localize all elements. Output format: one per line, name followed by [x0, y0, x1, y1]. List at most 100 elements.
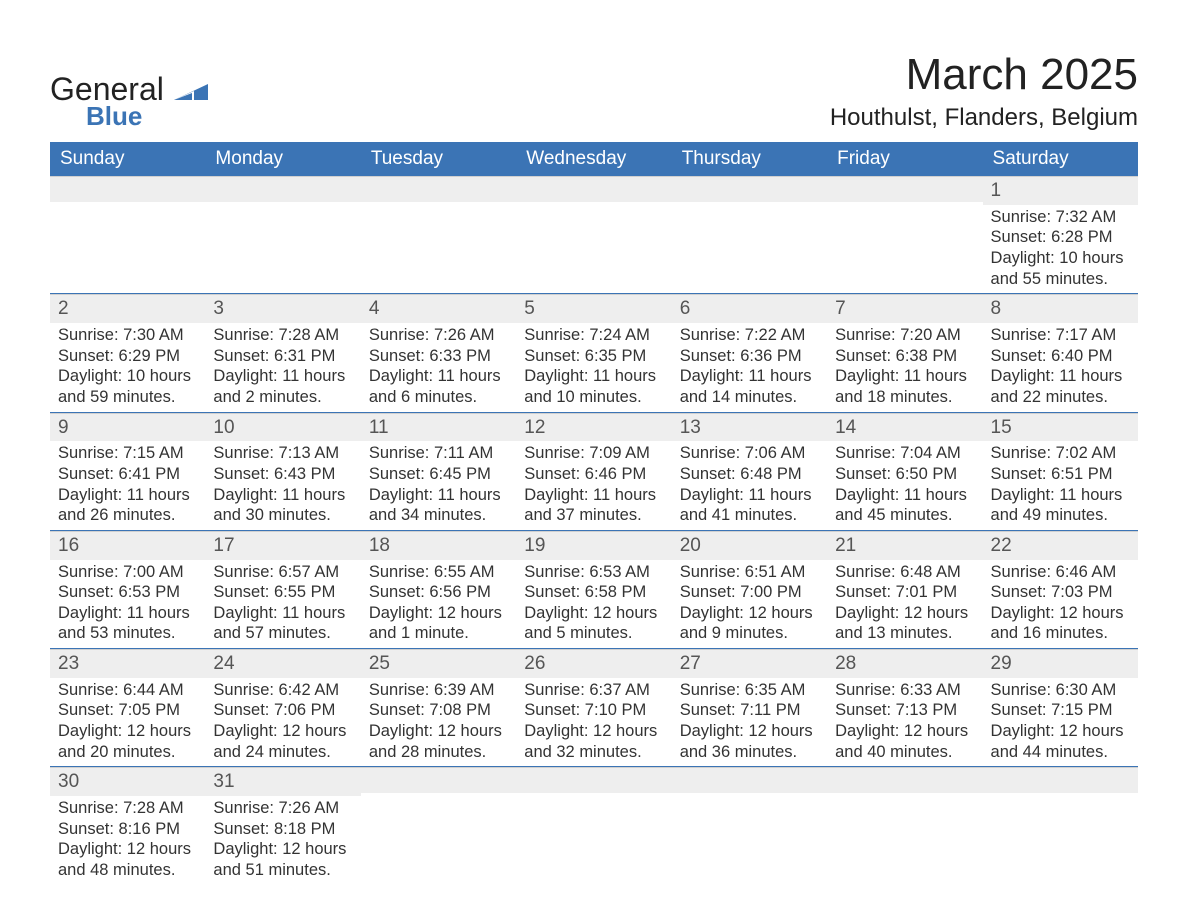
day-details: Sunrise: 7:30 AMSunset: 6:29 PMDaylight:…: [50, 323, 205, 412]
daylight-text-line1: Daylight: 12 hours: [524, 603, 663, 624]
calendar-day-cell: [827, 176, 982, 293]
calendar-day-cell: 31Sunrise: 7:26 AMSunset: 8:18 PMDayligh…: [205, 767, 360, 884]
sunrise-text: Sunrise: 7:26 AM: [213, 798, 352, 819]
daylight-text-line1: Daylight: 11 hours: [369, 485, 508, 506]
calendar-day-cell: 16Sunrise: 7:00 AMSunset: 6:53 PMDayligh…: [50, 531, 205, 648]
daylight-text-line2: and 45 minutes.: [835, 505, 974, 526]
daylight-text-line2: and 37 minutes.: [524, 505, 663, 526]
daylight-text-line2: and 10 minutes.: [524, 387, 663, 408]
daylight-text-line2: and 24 minutes.: [213, 742, 352, 763]
day-details: Sunrise: 7:06 AMSunset: 6:48 PMDaylight:…: [672, 441, 827, 530]
sunrise-text: Sunrise: 6:48 AM: [835, 562, 974, 583]
calendar-day-cell: 14Sunrise: 7:04 AMSunset: 6:50 PMDayligh…: [827, 413, 982, 530]
calendar-day-cell: 13Sunrise: 7:06 AMSunset: 6:48 PMDayligh…: [672, 413, 827, 530]
daylight-text-line2: and 22 minutes.: [991, 387, 1130, 408]
calendar-grid: Sunday Monday Tuesday Wednesday Thursday…: [50, 142, 1138, 885]
calendar-day-cell: 1Sunrise: 7:32 AMSunset: 6:28 PMDaylight…: [983, 176, 1138, 293]
sunset-text: Sunset: 6:48 PM: [680, 464, 819, 485]
day-number: 29: [983, 649, 1138, 678]
calendar-week-row: 9Sunrise: 7:15 AMSunset: 6:41 PMDaylight…: [50, 412, 1138, 530]
brand-logo: General Blue: [50, 72, 208, 132]
sunrise-text: Sunrise: 6:51 AM: [680, 562, 819, 583]
calendar-day-cell: 25Sunrise: 6:39 AMSunset: 7:08 PMDayligh…: [361, 649, 516, 766]
sunset-text: Sunset: 6:46 PM: [524, 464, 663, 485]
sunrise-text: Sunrise: 6:33 AM: [835, 680, 974, 701]
calendar-week-row: 1Sunrise: 7:32 AMSunset: 6:28 PMDaylight…: [50, 176, 1138, 293]
sunset-text: Sunset: 6:53 PM: [58, 582, 197, 603]
day-details: Sunrise: 7:32 AMSunset: 6:28 PMDaylight:…: [983, 205, 1138, 294]
day-number: 19: [516, 531, 671, 560]
daylight-text-line1: Daylight: 11 hours: [213, 366, 352, 387]
sunset-text: Sunset: 7:01 PM: [835, 582, 974, 603]
calendar-day-cell: 21Sunrise: 6:48 AMSunset: 7:01 PMDayligh…: [827, 531, 982, 648]
calendar-day-cell: 22Sunrise: 6:46 AMSunset: 7:03 PMDayligh…: [983, 531, 1138, 648]
day-details: [50, 202, 205, 280]
daylight-text-line2: and 44 minutes.: [991, 742, 1130, 763]
day-number: [983, 767, 1138, 793]
day-number: 1: [983, 176, 1138, 205]
daylight-text-line2: and 59 minutes.: [58, 387, 197, 408]
calendar-week-row: 2Sunrise: 7:30 AMSunset: 6:29 PMDaylight…: [50, 293, 1138, 411]
day-number: [516, 176, 671, 202]
day-details: Sunrise: 7:02 AMSunset: 6:51 PMDaylight:…: [983, 441, 1138, 530]
daylight-text-line1: Daylight: 11 hours: [680, 366, 819, 387]
sunset-text: Sunset: 7:08 PM: [369, 700, 508, 721]
sunrise-text: Sunrise: 6:46 AM: [991, 562, 1130, 583]
sunset-text: Sunset: 8:18 PM: [213, 819, 352, 840]
sunset-text: Sunset: 6:33 PM: [369, 346, 508, 367]
day-details: Sunrise: 7:26 AMSunset: 6:33 PMDaylight:…: [361, 323, 516, 412]
day-details: [983, 793, 1138, 871]
daylight-text-line1: Daylight: 12 hours: [680, 603, 819, 624]
sunrise-text: Sunrise: 7:13 AM: [213, 443, 352, 464]
daylight-text-line2: and 34 minutes.: [369, 505, 508, 526]
calendar-day-cell: 12Sunrise: 7:09 AMSunset: 6:46 PMDayligh…: [516, 413, 671, 530]
day-number: 11: [361, 413, 516, 442]
daylight-text-line1: Daylight: 12 hours: [58, 839, 197, 860]
sunrise-text: Sunrise: 6:55 AM: [369, 562, 508, 583]
sunset-text: Sunset: 7:11 PM: [680, 700, 819, 721]
sunrise-text: Sunrise: 7:26 AM: [369, 325, 508, 346]
sunset-text: Sunset: 8:16 PM: [58, 819, 197, 840]
day-number: 9: [50, 413, 205, 442]
daylight-text-line1: Daylight: 12 hours: [835, 721, 974, 742]
daylight-text-line2: and 1 minute.: [369, 623, 508, 644]
calendar-day-cell: 27Sunrise: 6:35 AMSunset: 7:11 PMDayligh…: [672, 649, 827, 766]
day-details: Sunrise: 6:55 AMSunset: 6:56 PMDaylight:…: [361, 560, 516, 649]
day-number: 5: [516, 294, 671, 323]
daylight-text-line2: and 36 minutes.: [680, 742, 819, 763]
page-header: General Blue March 2025 Houthulst, Fland…: [50, 50, 1138, 132]
day-details: Sunrise: 7:22 AMSunset: 6:36 PMDaylight:…: [672, 323, 827, 412]
sunset-text: Sunset: 6:36 PM: [680, 346, 819, 367]
daylight-text-line1: Daylight: 12 hours: [213, 721, 352, 742]
day-number: [516, 767, 671, 793]
day-details: Sunrise: 7:26 AMSunset: 8:18 PMDaylight:…: [205, 796, 360, 885]
sunrise-text: Sunrise: 7:28 AM: [213, 325, 352, 346]
sunrise-text: Sunrise: 7:06 AM: [680, 443, 819, 464]
calendar-day-cell: 26Sunrise: 6:37 AMSunset: 7:10 PMDayligh…: [516, 649, 671, 766]
calendar-day-cell: 19Sunrise: 6:53 AMSunset: 6:58 PMDayligh…: [516, 531, 671, 648]
daylight-text-line2: and 14 minutes.: [680, 387, 819, 408]
day-number: 26: [516, 649, 671, 678]
day-number: 22: [983, 531, 1138, 560]
sunrise-text: Sunrise: 6:53 AM: [524, 562, 663, 583]
day-details: Sunrise: 7:15 AMSunset: 6:41 PMDaylight:…: [50, 441, 205, 530]
calendar-day-cell: [361, 176, 516, 293]
title-block: March 2025 Houthulst, Flanders, Belgium: [830, 50, 1138, 132]
day-number: 3: [205, 294, 360, 323]
calendar-day-cell: 8Sunrise: 7:17 AMSunset: 6:40 PMDaylight…: [983, 294, 1138, 411]
calendar-day-cell: 9Sunrise: 7:15 AMSunset: 6:41 PMDaylight…: [50, 413, 205, 530]
weeks-container: 1Sunrise: 7:32 AMSunset: 6:28 PMDaylight…: [50, 176, 1138, 885]
sunrise-text: Sunrise: 7:00 AM: [58, 562, 197, 583]
sunset-text: Sunset: 7:13 PM: [835, 700, 974, 721]
day-number: 24: [205, 649, 360, 678]
daylight-text-line1: Daylight: 12 hours: [991, 721, 1130, 742]
daylight-text-line2: and 57 minutes.: [213, 623, 352, 644]
day-number: 17: [205, 531, 360, 560]
sunset-text: Sunset: 7:10 PM: [524, 700, 663, 721]
day-number: 12: [516, 413, 671, 442]
day-number: 14: [827, 413, 982, 442]
daylight-text-line1: Daylight: 11 hours: [835, 366, 974, 387]
daylight-text-line2: and 51 minutes.: [213, 860, 352, 881]
sunset-text: Sunset: 6:43 PM: [213, 464, 352, 485]
daylight-text-line1: Daylight: 11 hours: [835, 485, 974, 506]
